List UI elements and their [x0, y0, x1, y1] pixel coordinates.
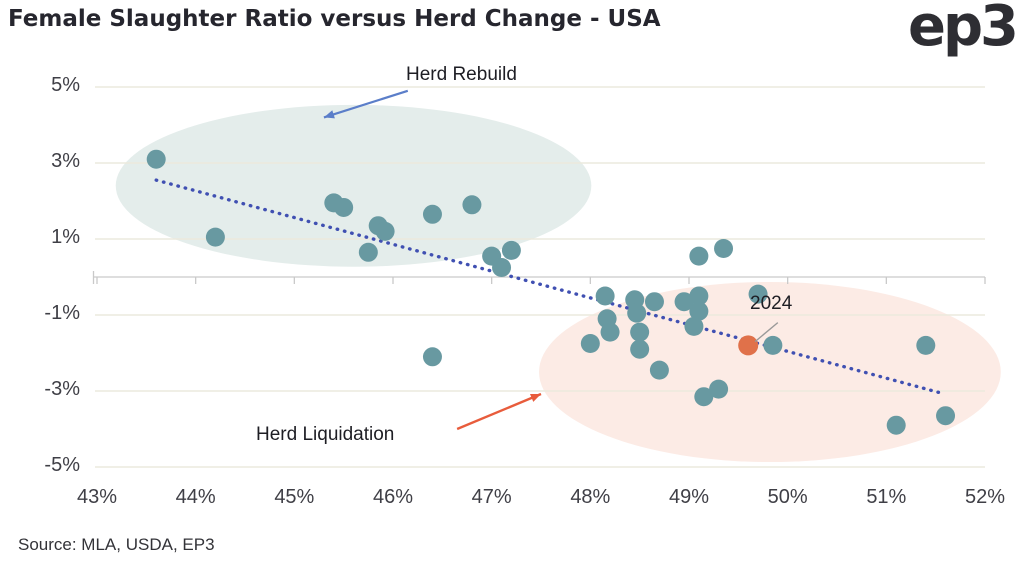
scatter-point: [580, 334, 600, 353]
scatter-point: [694, 387, 714, 407]
scatter-point: [595, 286, 615, 306]
ep3-logo: ep3: [907, 0, 1019, 59]
scatter-point: [630, 322, 650, 342]
herd-liquidation-arrow: [456, 392, 542, 431]
scatter-point: [689, 286, 709, 306]
scatter-point: [689, 301, 709, 321]
trendline: [154, 178, 943, 395]
scatter-point: [334, 197, 354, 217]
herd-liquidation-ellipse: [539, 281, 1001, 463]
herd-liquidation-arrow-head: [530, 393, 541, 402]
scatter-point: [936, 406, 956, 426]
scatter-point: [501, 240, 521, 260]
scatter-point: [763, 335, 783, 355]
scatter-point: [422, 204, 442, 224]
herd-rebuild-ellipse: [115, 104, 592, 267]
annotation-2024-connector: [754, 322, 779, 343]
scatter-point: [649, 360, 669, 380]
source-text: Source: MLA, USDA, EP3: [18, 535, 215, 554]
scatter-point: [627, 303, 647, 323]
scatter-point: [709, 379, 729, 399]
scatter-point: [422, 347, 442, 367]
scatter-point: [146, 149, 166, 169]
scatter-point: [600, 322, 620, 342]
scatter-point: [375, 221, 395, 241]
herd-rebuild-arrow: [323, 89, 409, 119]
scatter-point: [205, 227, 225, 247]
scatter-point: [689, 246, 709, 266]
annotation-herd-liquidation: Herd Liquidation: [256, 424, 395, 445]
scatter-point: [358, 242, 378, 262]
highlight-point-2024: [738, 335, 759, 356]
herd-rebuild-arrow-head: [323, 110, 335, 119]
scatter-point: [714, 239, 734, 258]
scatter-point: [886, 415, 906, 435]
scatter-point: [630, 339, 650, 359]
scatter-point: [462, 195, 482, 215]
scatter-point: [684, 316, 704, 336]
annotation-2024: 2024: [750, 293, 793, 314]
scatter-point: [674, 292, 694, 312]
scatter-point: [492, 258, 512, 277]
scatter-point: [644, 292, 664, 312]
scatter-point: [748, 284, 768, 304]
annotation-herd-rebuild: Herd Rebuild: [406, 64, 517, 85]
chart-title: Female Slaughter Ratio versus Herd Chang…: [8, 6, 661, 32]
scatter-point: [916, 335, 936, 355]
